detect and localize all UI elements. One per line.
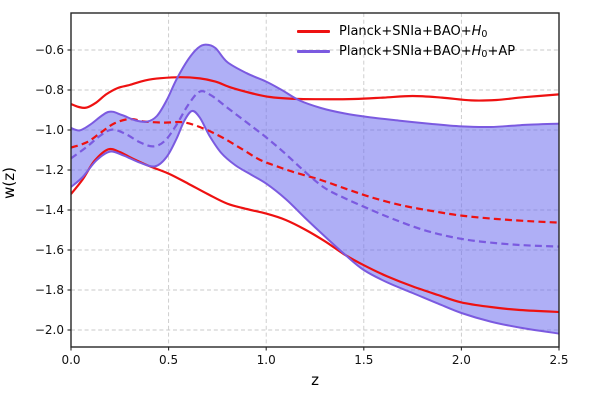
legend-label: Planck+SNIa+BAO+H0 (339, 23, 488, 41)
x-tick-label: 0.5 (159, 353, 178, 367)
y-tick-label: −1.2 (35, 163, 64, 177)
plot-border (70, 12, 560, 348)
series-group (71, 43, 559, 335)
curve-ap-mean (71, 90, 559, 248)
x-axis-label: z (311, 371, 319, 389)
y-tick-label: −2.0 (35, 323, 64, 337)
curve-h0-mean (71, 117, 559, 224)
y-tick-label: −0.6 (35, 43, 64, 57)
y-tick-label: −1.6 (35, 243, 64, 257)
confidence-band-group (71, 44, 559, 334)
legend-item: Planck+SNIa+BAO+H0 (297, 21, 515, 41)
legend-line-sample (297, 29, 330, 33)
x-tick-label: 2.0 (452, 353, 471, 367)
legend-line-sample (297, 49, 330, 53)
x-tick-label: 2.5 (549, 353, 568, 367)
curve-h0-lower (71, 147, 559, 314)
y-axis-label: w(z) (0, 167, 18, 199)
confidence-band-fill (71, 44, 559, 334)
y-tick-label: −1.4 (35, 203, 64, 217)
x-tick-label: 1.0 (257, 353, 276, 367)
legend-item: Planck+SNIa+BAO+H0+AP (297, 41, 515, 61)
y-tick-label: −1.0 (35, 123, 64, 137)
x-tick-label: 0.0 (61, 353, 80, 367)
axis-ticks: 0.0 0.5 1.0 1.5 2.0 2.5 −0.6 −0.8 −1.0 −1.2 −1.4 −1… (35, 43, 569, 367)
curve-ap-lower (71, 109, 559, 335)
y-tick-label: −1.8 (35, 283, 64, 297)
curve-h0-upper (71, 76, 559, 110)
legend-label: Planck+SNIa+BAO+H0+AP (339, 43, 516, 61)
y-tick-label: −0.8 (35, 83, 64, 97)
curve-ap-upper (71, 43, 559, 132)
legend: Planck+SNIa+BAO+H0 Planck+SNIa+BAO+H0+AP (297, 21, 515, 61)
x-tick-label: 1.5 (354, 353, 373, 367)
